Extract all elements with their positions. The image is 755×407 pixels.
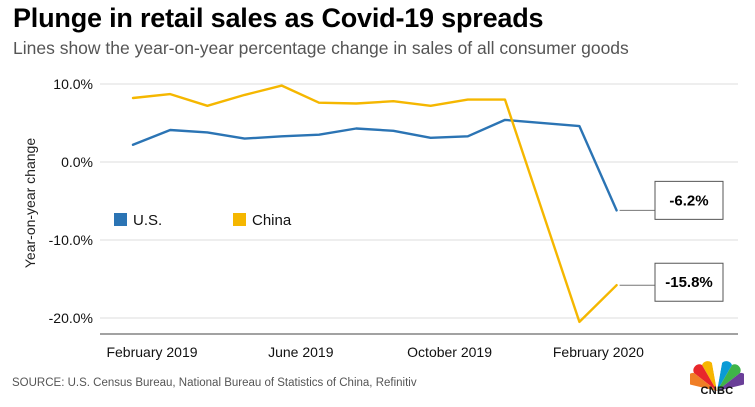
x-tick-label: February 2020: [553, 344, 644, 360]
y-tick-label: 10.0%: [53, 76, 93, 92]
y-axis-ticks: 10.0% 0.0% -10.0% -20.0%: [49, 76, 93, 326]
x-tick-label: June 2019: [268, 344, 334, 360]
y-tick-label: 0.0%: [61, 154, 93, 170]
callout-value-china: -15.8%: [665, 274, 713, 291]
cnbc-wordmark: CNBC: [700, 385, 734, 397]
source-note: SOURCE: U.S. Census Bureau, National Bur…: [12, 377, 417, 389]
value-callouts: -6.2% -15.8%: [619, 180, 724, 302]
legend-swatch-china: [233, 213, 246, 226]
legend: U.S. China: [114, 212, 292, 229]
x-tick-label: October 2019: [407, 344, 492, 360]
legend-label-china: China: [252, 212, 292, 229]
series-line-china: [131, 84, 618, 324]
series-line-us: [131, 118, 618, 212]
callout-box-china: [654, 262, 724, 302]
cnbc-peacock-logo: [690, 360, 744, 391]
series-lines: [131, 84, 618, 324]
chart-subtitle: Lines show the year-on-year percentage c…: [13, 38, 629, 58]
x-tick-label: February 2019: [106, 344, 197, 360]
y-tick-label: -20.0%: [49, 310, 93, 326]
y-tick-label: -10.0%: [49, 232, 93, 248]
legend-label-us: U.S.: [133, 212, 162, 229]
chart-title: Plunge in retail sales as Covid-19 sprea…: [13, 3, 544, 33]
callout-value-us: -6.2%: [669, 192, 708, 209]
x-axis-ticks: February 2019 June 2019 October 2019 Februa…: [106, 344, 644, 360]
gridlines: [100, 83, 738, 319]
legend-swatch-us: [114, 213, 127, 226]
callout-box-us: [654, 180, 724, 220]
